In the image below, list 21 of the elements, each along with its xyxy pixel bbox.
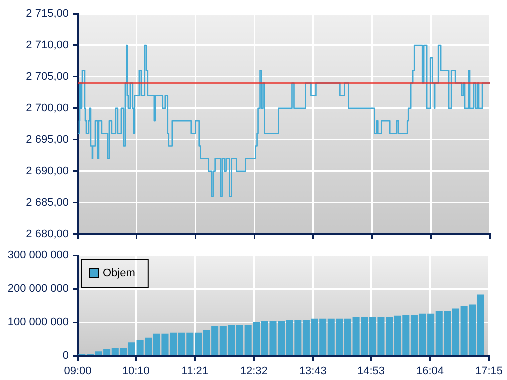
- y-tick-label: 2 680,00: [26, 228, 69, 240]
- x-tick-label: 12:32: [240, 366, 268, 378]
- x-tick-label: 10:10: [122, 366, 150, 378]
- y-tick-label: 2 705,00: [26, 71, 69, 84]
- y-tick-label: 100 000 000: [8, 316, 69, 329]
- y-tick-label: 300 000 000: [8, 250, 69, 262]
- x-tick-label: 11:21: [182, 366, 208, 378]
- x-tick-label: 09:00: [64, 366, 92, 378]
- y-tick-label: 200 000 000: [8, 283, 69, 296]
- x-tick-label: 13:43: [299, 366, 327, 378]
- y-tick-label: 2 700,00: [26, 102, 69, 114]
- y-tick-label: 2 690,00: [26, 165, 69, 178]
- y-tick-label: 2 710,00: [26, 40, 69, 52]
- y-tick-label: 2 695,00: [26, 134, 69, 146]
- y-tick-label: 2 715,00: [26, 8, 69, 20]
- legend-label: Objem: [103, 268, 136, 280]
- y-tick-label: 2 685,00: [26, 196, 69, 209]
- x-tick-label: 17:15: [475, 366, 503, 378]
- x-tick-label: 14:53: [358, 366, 386, 378]
- y-tick-label: 0: [62, 350, 69, 362]
- x-tick-label: 16:04: [416, 366, 444, 378]
